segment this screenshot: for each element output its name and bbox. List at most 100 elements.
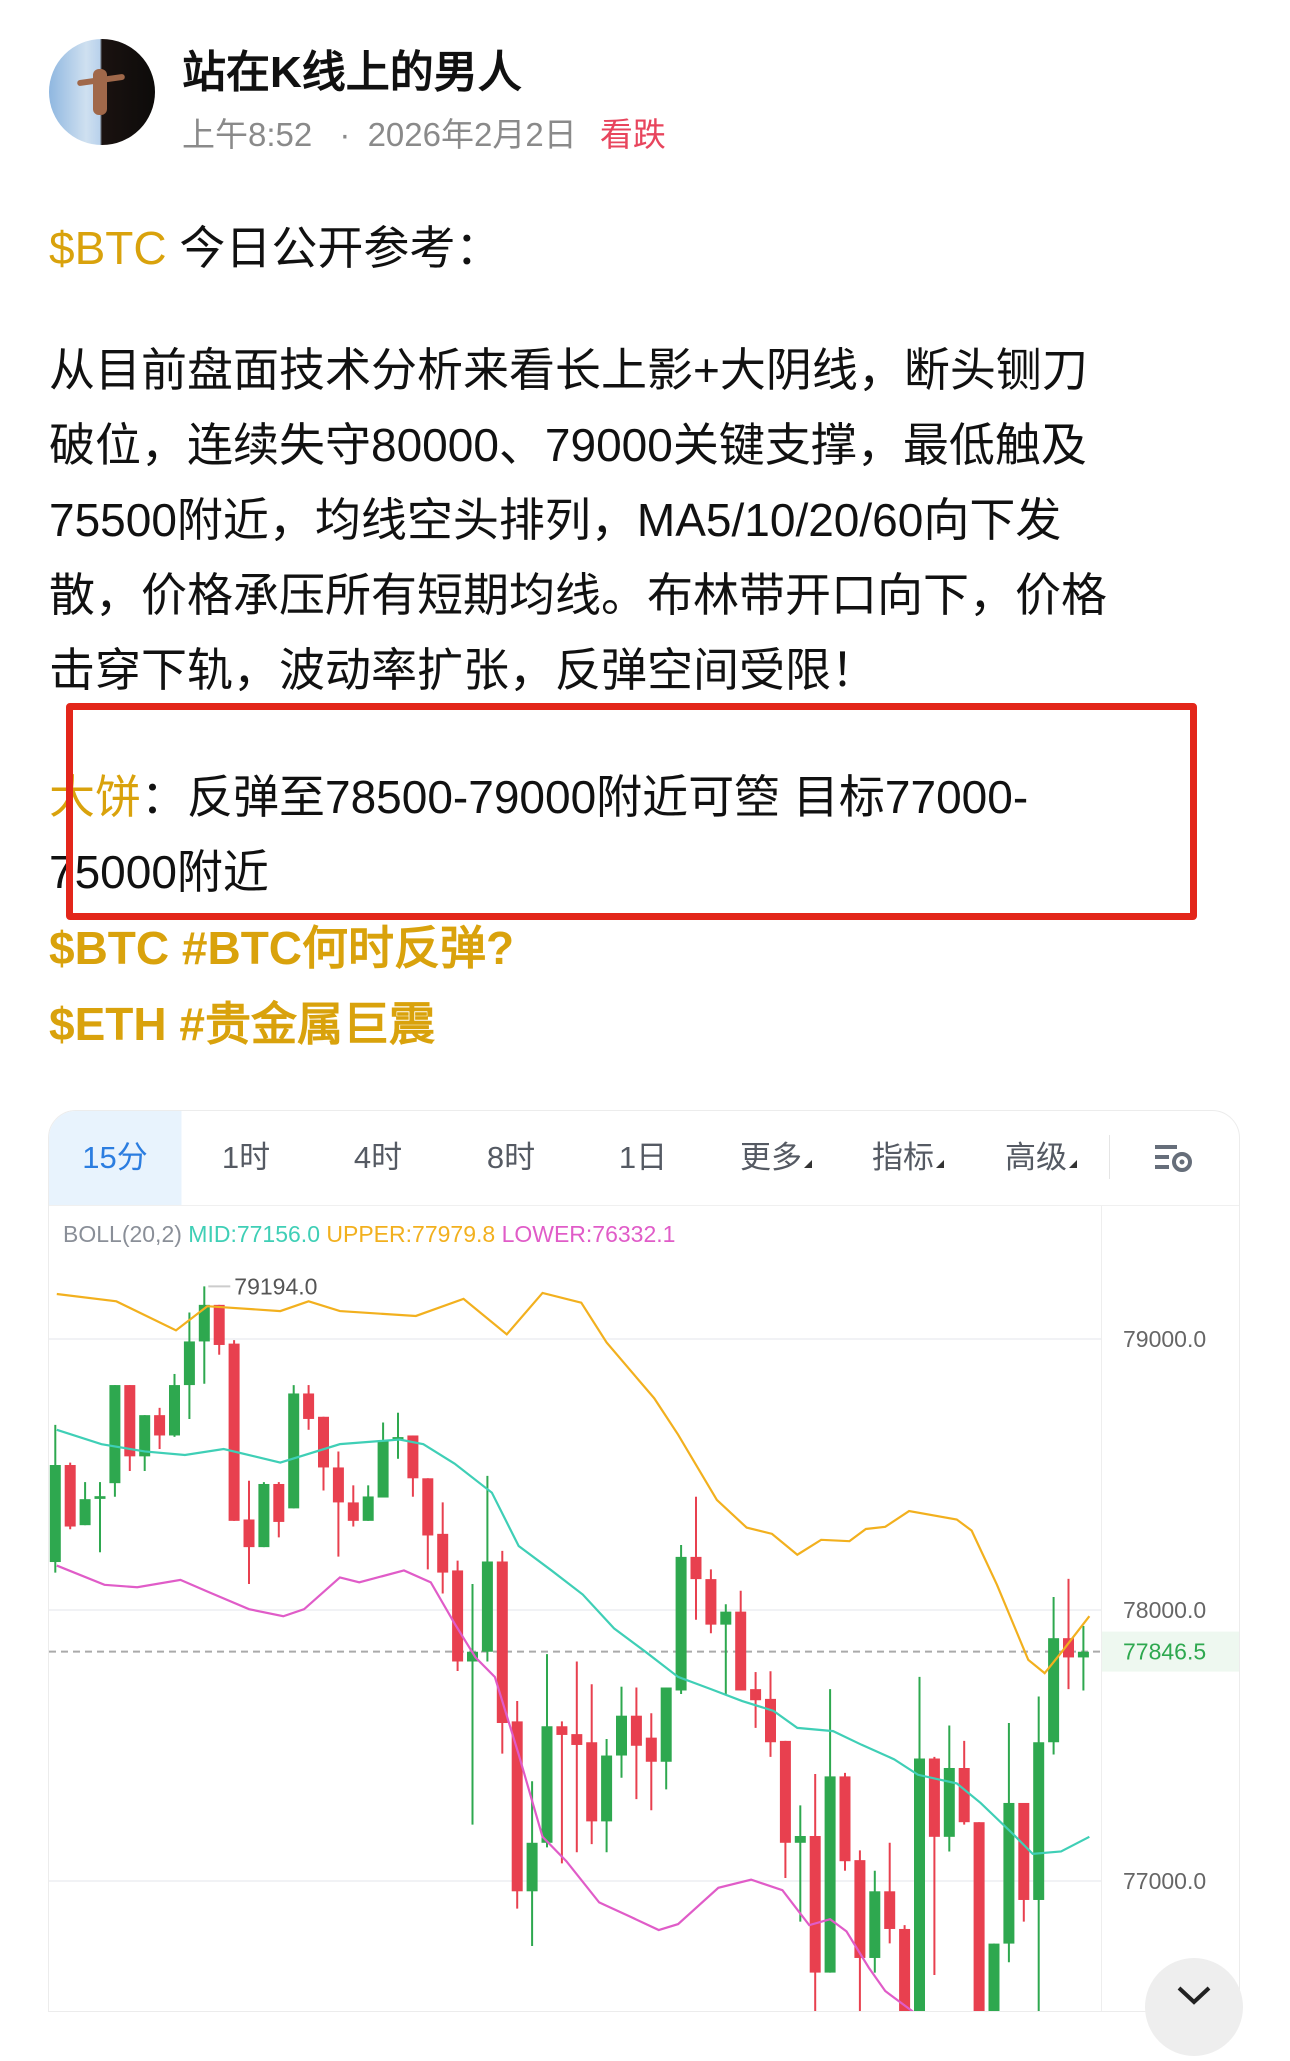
candle-body: [1033, 1742, 1045, 1900]
candle-body: [407, 1435, 419, 1479]
candle-body: [332, 1467, 344, 1503]
candle-body: [794, 1836, 806, 1843]
candle: [94, 1482, 106, 1553]
candle-body: [839, 1776, 851, 1862]
candle-body: [64, 1465, 76, 1527]
candle-body: [437, 1533, 449, 1573]
indicator-name: BOLL(20,2): [63, 1221, 182, 1247]
candle-body: [273, 1483, 285, 1522]
axis-divider: [1101, 1206, 1102, 2011]
tab-more[interactable]: 更多: [740, 1111, 812, 1205]
tab-1d[interactable]: 1日: [618, 1140, 668, 1175]
candle: [124, 1385, 136, 1471]
candle: [1003, 1723, 1015, 1963]
target-text: 大饼：反弹至78500-79000附近可箜 目标77000- 75000附近: [49, 760, 1028, 910]
tab-advanced[interactable]: 高级: [1005, 1111, 1077, 1205]
candle-body: [258, 1483, 270, 1548]
chart-card: 79194.0 79000.0 78000.0 77000.0 77846.5 15分 …: [48, 1110, 1240, 2012]
candle-body: [645, 1737, 657, 1762]
candle-body: [362, 1496, 374, 1521]
analysis-line: 75500附近，均线空头排列，MA5/10/20/60向下发: [49, 494, 1062, 546]
candle: [154, 1407, 166, 1450]
candle-body: [824, 1776, 836, 1973]
candle: [779, 1740, 791, 1879]
analysis-line: 击穿下轨，波动率扩张，反弹空间受限！: [49, 644, 877, 696]
candle: [943, 1725, 955, 1852]
candle: [988, 1943, 1000, 2011]
candle: [526, 1781, 538, 1947]
candle-body: [586, 1742, 598, 1822]
boll-legend: BOLL(20,2) MID:77156.0 UPPER:77979.8 LOW…: [63, 1221, 675, 1248]
candle: [511, 1701, 523, 1909]
candle: [169, 1373, 180, 1437]
candle: [556, 1721, 568, 1864]
post-intro: $BTC 今日公开参考：: [49, 212, 501, 278]
candle: [586, 1684, 598, 1845]
legend-mid: MID:77156.0: [188, 1221, 320, 1247]
y-tick-label: 79000.0: [1123, 1326, 1206, 1352]
candle-body: [1003, 1802, 1015, 1944]
candle-body: [884, 1891, 896, 1929]
tab-8h[interactable]: 8时: [486, 1140, 536, 1175]
candle-body: [914, 1758, 925, 2011]
candle-body: [347, 1502, 359, 1521]
candle-body: [318, 1416, 329, 1468]
post-meta: 上午8:52 · 2026年2月2日 看跌: [182, 108, 666, 156]
candle-body: [1018, 1802, 1030, 1900]
candle-body: [973, 1822, 985, 2011]
candle-body: [571, 1734, 583, 1745]
candle: [630, 1687, 642, 1800]
tab-15m[interactable]: 15分: [49, 1111, 182, 1205]
avatar[interactable]: [49, 39, 155, 145]
candle-body: [496, 1561, 508, 1724]
chart-settings-icon[interactable]: [1153, 1141, 1195, 1175]
candle-body: [169, 1385, 180, 1436]
candle: [973, 1822, 985, 2011]
candle-body: [750, 1689, 762, 1701]
candle-body: [481, 1561, 493, 1652]
candle: [422, 1478, 434, 1570]
timeframe-tabs: 15分 1时 4时 8时 1日 更多 指标 高级: [49, 1111, 1239, 1206]
candle: [914, 1676, 925, 2011]
tab-divider: [1109, 1135, 1110, 1179]
ticker-link[interactable]: $BTC: [49, 222, 167, 274]
intro-text: 今日公开参考：: [166, 222, 502, 274]
dropdown-triangle-icon: [936, 1160, 944, 1168]
candle-body: [690, 1556, 702, 1580]
candle-body: [467, 1651, 478, 1662]
candle-body: [124, 1385, 136, 1457]
candle: [899, 1925, 911, 2011]
candle: [437, 1502, 449, 1594]
analysis-line: 从目前盘面技术分析来看长上影+大阴线，断头铡刀: [49, 344, 1088, 396]
candle: [854, 1850, 866, 2011]
candle-body: [243, 1519, 255, 1548]
candle: [735, 1590, 747, 1691]
hashtag-line[interactable]: $ETH #贵金属巨震: [49, 998, 435, 1050]
candle-body: [79, 1499, 91, 1526]
tab-1h[interactable]: 1时: [221, 1140, 271, 1175]
candle-body: [139, 1415, 151, 1457]
candle: [288, 1385, 300, 1509]
candle-body: [705, 1579, 717, 1625]
highlight-box: [66, 703, 1197, 920]
candle: [958, 1740, 970, 1825]
hashtag-line[interactable]: $BTC #BTC何时反弹?: [49, 922, 515, 974]
candle-body: [228, 1343, 240, 1521]
analysis-text: 从目前盘面技术分析来看长上影+大阴线，断头铡刀 破位，连续失守80000、790…: [49, 333, 1107, 708]
candle-body: [303, 1393, 315, 1419]
candle: [318, 1416, 329, 1491]
current-price-badge: [1102, 1631, 1239, 1672]
candle: [809, 1773, 821, 2011]
tab-4h[interactable]: 4时: [353, 1140, 403, 1175]
candle: [1048, 1596, 1060, 1755]
candle-body: [1077, 1651, 1089, 1658]
tab-indicators[interactable]: 指标: [872, 1111, 944, 1205]
author-name[interactable]: 站在K线上的男人: [182, 48, 522, 97]
candle-body: [854, 1860, 866, 1958]
hashtags: $BTC #BTC何时反弹? $ETH #贵金属巨震: [49, 910, 514, 1062]
candle-body: [213, 1304, 225, 1345]
post-date: 2026年2月2日: [367, 116, 577, 153]
candle-body: [1063, 1638, 1074, 1658]
collapse-button[interactable]: [1145, 1958, 1243, 2056]
candlestick-chart[interactable]: 79194.0 79000.0 78000.0 77000.0 77846.5: [49, 1111, 1239, 2011]
